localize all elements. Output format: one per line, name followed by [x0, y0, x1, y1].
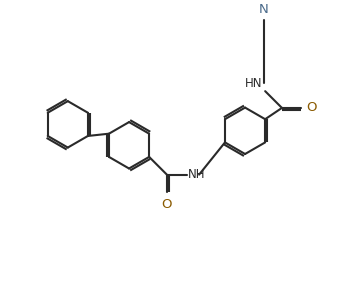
Text: O: O	[161, 198, 172, 211]
Text: O: O	[306, 101, 316, 114]
Text: HN: HN	[245, 76, 262, 90]
Text: N: N	[259, 3, 268, 17]
Text: NH: NH	[188, 168, 205, 181]
